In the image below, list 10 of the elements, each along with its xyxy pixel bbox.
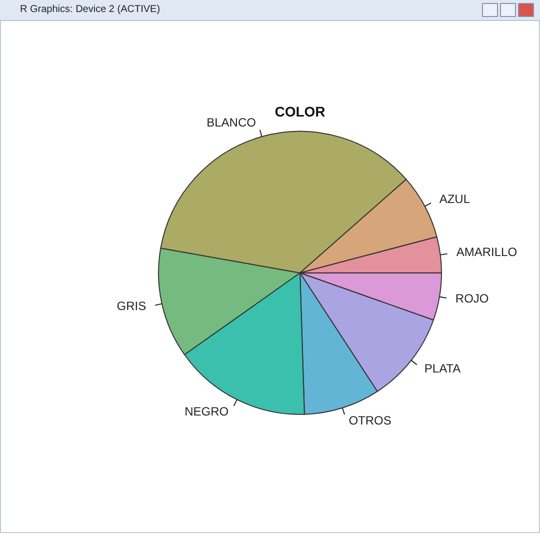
text: R Graphics: Device 2 (ACTIVE) bbox=[20, 4, 160, 15]
slice-label: PLATA bbox=[424, 361, 461, 376]
slice-label: NEGRO bbox=[184, 404, 229, 419]
slice-label: BLANCO bbox=[206, 115, 256, 130]
slice-label: AMARILLO bbox=[456, 245, 518, 260]
chart-title: COLOR bbox=[274, 103, 326, 120]
slice-label: ROJO bbox=[455, 291, 489, 306]
slice-label: AZUL bbox=[439, 192, 470, 206]
slice-label: GRIS bbox=[116, 299, 146, 314]
slice-label: OTROS bbox=[348, 414, 392, 428]
